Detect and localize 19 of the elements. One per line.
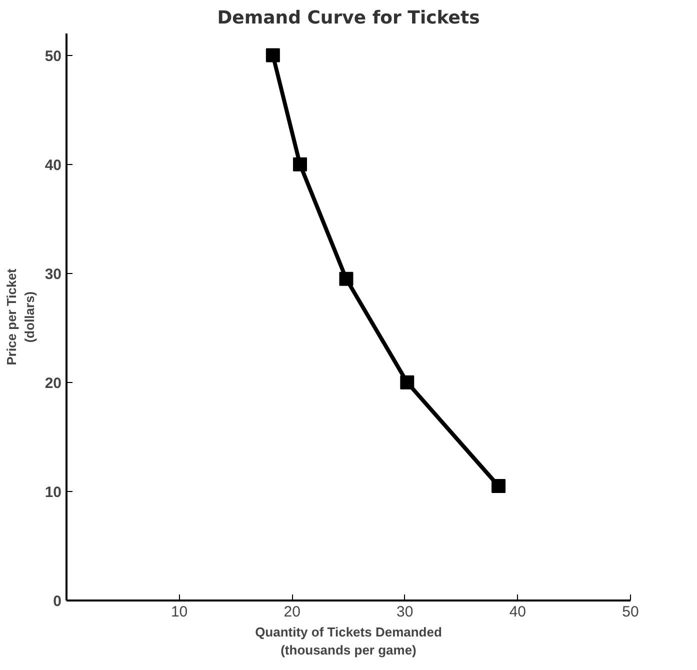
chart-title: Demand Curve for Tickets xyxy=(217,8,480,28)
y-tick-label: 10 xyxy=(44,484,62,501)
y-tick-label: 0 xyxy=(53,593,62,610)
x-tick-label: 10 xyxy=(170,604,188,620)
y-tick-label: 40 xyxy=(44,156,62,174)
y-tick-label: 50 xyxy=(44,48,62,65)
y-axis-title: Price per Ticket (dollars) xyxy=(4,268,37,366)
point xyxy=(339,272,354,286)
x-tick-label: 30 xyxy=(396,604,414,620)
point xyxy=(266,48,280,62)
point xyxy=(400,375,414,390)
x-axis-title: Quantity of Tickets Demanded (thousands per game) xyxy=(255,624,442,658)
x-tick-label: 20 xyxy=(284,604,300,620)
x-tick-label: 40 xyxy=(509,604,526,620)
x-tick-label: 50 xyxy=(622,604,639,620)
y-tick-label: 20 xyxy=(44,374,62,392)
point xyxy=(292,157,307,172)
y-tick-label: 30 xyxy=(44,266,62,283)
point xyxy=(492,479,506,494)
